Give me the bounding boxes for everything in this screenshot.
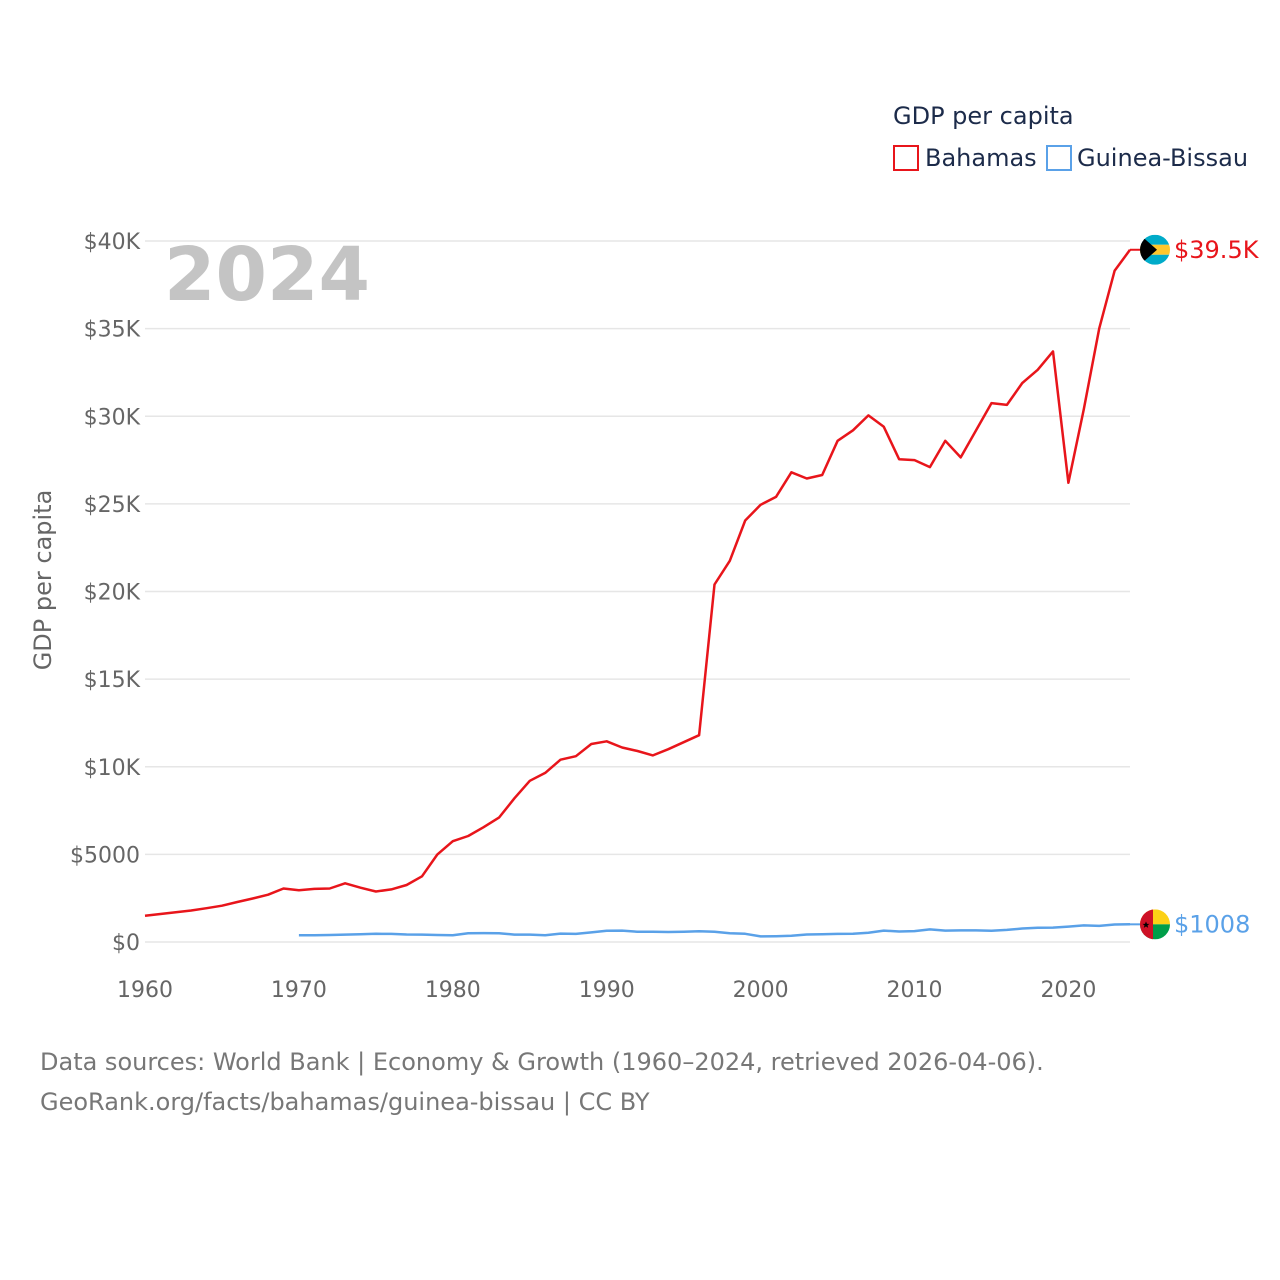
footer-sources: Data sources: World Bank | Economy & Gro… bbox=[40, 1048, 1044, 1076]
bahamas-flag-icon bbox=[1140, 234, 1170, 265]
x-tick-label: 2020 bbox=[1040, 978, 1096, 1003]
series-line-guinea-bissau[interactable] bbox=[298, 923, 1131, 938]
y-tick-label: $40K bbox=[84, 230, 141, 255]
x-tick-label: 1990 bbox=[579, 978, 635, 1003]
y-tick-label: $30K bbox=[84, 405, 141, 430]
y-tick-label: $35K bbox=[84, 318, 141, 343]
x-tick-label: 1970 bbox=[271, 978, 327, 1003]
footer: Data sources: World Bank | Economy & Gro… bbox=[40, 1042, 1044, 1122]
y-tick-label: $0 bbox=[112, 931, 140, 956]
end-marker-guinea-bissau: $1008 bbox=[1130, 909, 1250, 940]
y-tick-label: $20K bbox=[84, 581, 141, 606]
legend-swatch-guinea-bissau[interactable] bbox=[1046, 145, 1072, 171]
end-value-guinea-bissau: $1008 bbox=[1174, 910, 1250, 938]
legend-label-guinea-bissau[interactable]: Guinea-Bissau bbox=[1077, 144, 1248, 172]
legend-swatch-bahamas[interactable] bbox=[893, 145, 919, 171]
year-label: 2024 bbox=[164, 232, 370, 318]
series-group bbox=[144, 249, 1132, 938]
x-tick-label: 1960 bbox=[117, 978, 173, 1003]
y-tick-label: $25K bbox=[84, 493, 141, 518]
y-tick-label: $10K bbox=[84, 756, 141, 781]
y-axis-label: GDP per capita bbox=[29, 490, 57, 671]
end-marker-bahamas: $39.5K bbox=[1130, 234, 1260, 265]
series-line-bahamas[interactable] bbox=[144, 249, 1132, 917]
guinea-bissau-flag-icon bbox=[1140, 909, 1170, 940]
legend-title: GDP per capita bbox=[893, 102, 1074, 130]
legend: GDP per capita Bahamas Guinea-Bissau bbox=[893, 102, 1248, 172]
gridlines bbox=[145, 240, 1130, 943]
legend-label-bahamas[interactable]: Bahamas bbox=[925, 144, 1037, 172]
y-tick-label: $5000 bbox=[70, 843, 140, 868]
gdp-line-chart: GDP per capita Bahamas Guinea-Bissau GDP… bbox=[29, 102, 1260, 1003]
footer-link[interactable]: GeoRank.org/facts/bahamas/guinea-bissau … bbox=[40, 1088, 650, 1116]
end-value-bahamas: $39.5K bbox=[1174, 236, 1260, 264]
x-tick-label: 2010 bbox=[887, 978, 943, 1003]
y-axis-ticks: $0 $5000 $10K $15K $20K $25K $30K $35K $40K bbox=[70, 230, 141, 956]
y-tick-label: $15K bbox=[84, 668, 141, 693]
x-tick-label: 2000 bbox=[733, 978, 789, 1003]
x-axis-ticks: 1960 1970 1980 1990 2000 2010 2020 bbox=[117, 978, 1096, 1003]
x-tick-label: 1980 bbox=[425, 978, 481, 1003]
